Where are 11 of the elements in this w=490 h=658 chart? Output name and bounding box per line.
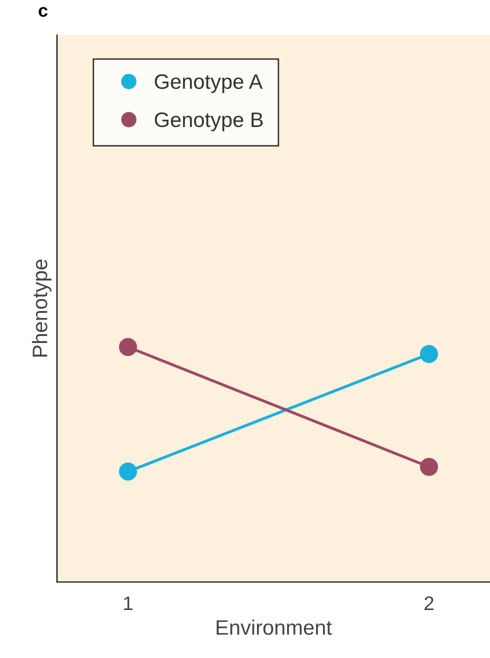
x-tick-label: 2 [424,596,434,610]
point [420,458,438,476]
point [420,345,438,364]
point [118,338,138,356]
text: c [38,6,48,17]
x-tick-label: 1 [124,596,132,610]
point [118,462,138,481]
legend-label: Genotype B [154,112,263,132]
y-axis-title: Phenotype [32,260,52,357]
legend-label: Genotype A [154,74,263,94]
x-axis-title: Environment [216,620,332,635]
